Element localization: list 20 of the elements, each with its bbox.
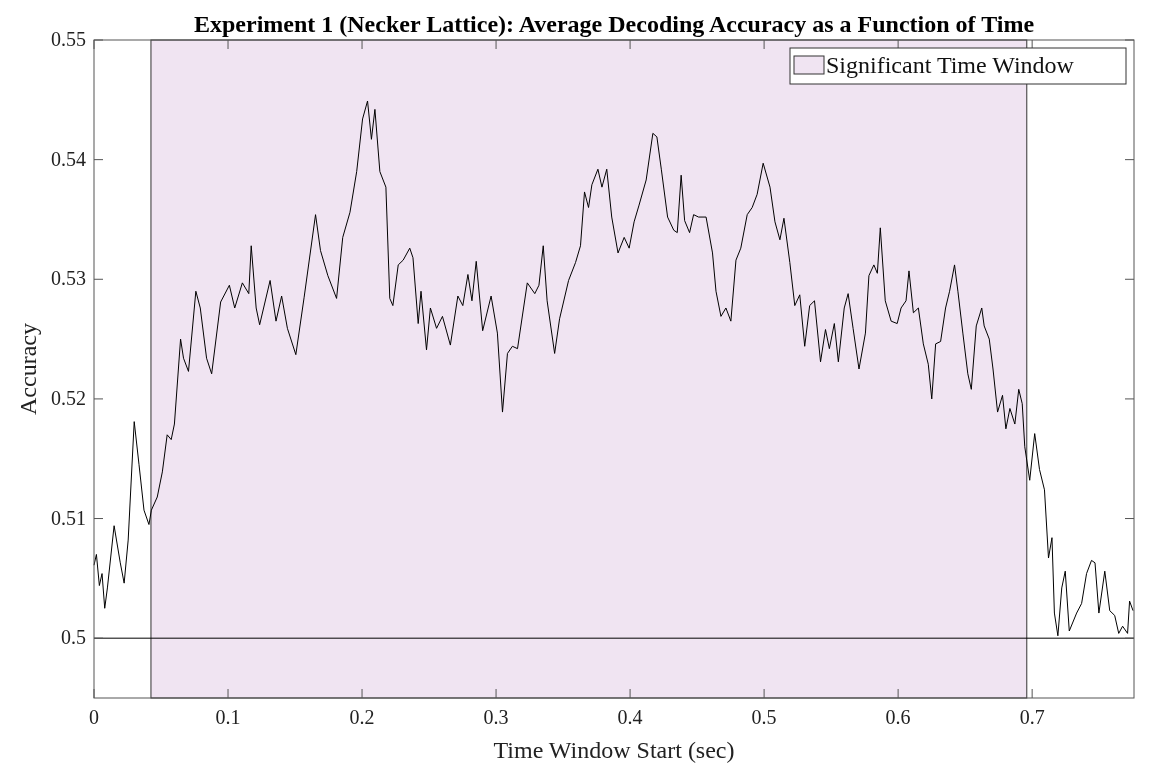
x-tick-label: 0.2 (349, 706, 375, 728)
legend: Significant Time Window (789, 47, 1127, 85)
band-label: Significant Time Window (826, 52, 1075, 78)
x-tick-label: 0.7 (1019, 706, 1045, 728)
y-tick-label: 0.55 (51, 28, 86, 50)
x-axis-title: Time Window Start (sec) (493, 737, 735, 763)
y-tick-label: 0.51 (51, 506, 86, 529)
x-tick-label: 0.3 (483, 706, 509, 728)
x-tick-label: 0.4 (617, 706, 643, 728)
y-tick-label: 0.52 (51, 386, 86, 409)
y-tick-label: 0.53 (51, 267, 86, 290)
x-tick-label: 0.1 (215, 706, 241, 728)
x-tick-label: 0.6 (885, 706, 911, 728)
x-tick-label: 0.5 (751, 706, 777, 728)
x-tick-label: 0 (89, 706, 99, 728)
y-tick-label: 0.54 (51, 147, 86, 170)
y-tick-label: 0.5 (61, 626, 86, 649)
y-axis-title: Accuracy (15, 323, 41, 415)
chart-title: Experiment 1 (Necker Lattice): Average Decoding Accuracy as a Function of Time (193, 11, 1035, 37)
line-series (93, 100, 1134, 637)
